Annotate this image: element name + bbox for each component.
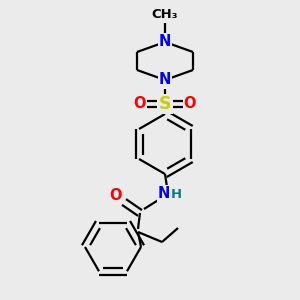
Text: N: N <box>158 187 170 202</box>
Text: H: H <box>170 188 182 200</box>
Text: O: O <box>110 188 122 202</box>
Text: N: N <box>159 73 171 88</box>
Text: CH₃: CH₃ <box>152 8 178 22</box>
Text: O: O <box>184 97 196 112</box>
Text: O: O <box>134 97 146 112</box>
Text: S: S <box>159 95 171 113</box>
Text: N: N <box>159 34 171 50</box>
